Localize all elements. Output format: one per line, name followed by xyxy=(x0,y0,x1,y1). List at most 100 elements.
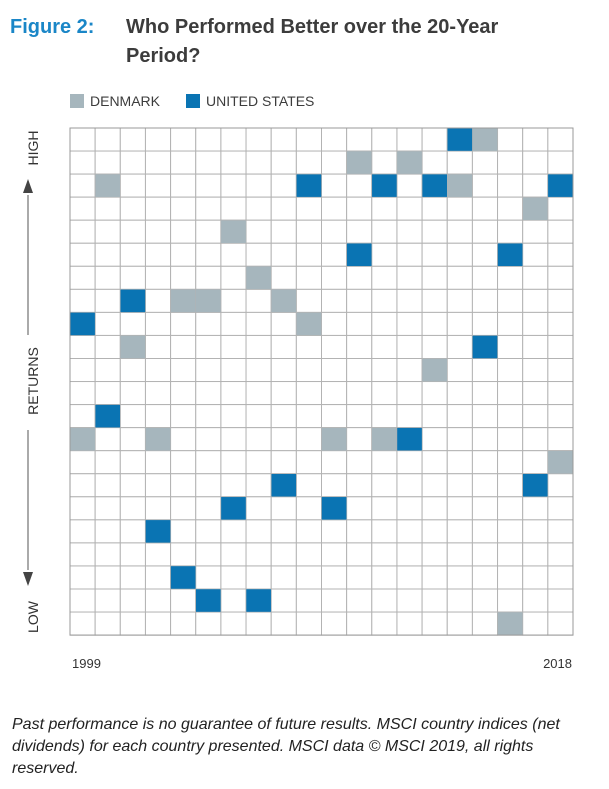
grid-cell xyxy=(144,196,172,221)
grid-cell xyxy=(245,542,272,567)
grid-cell xyxy=(396,496,423,521)
y-low-label: LOW xyxy=(25,600,41,633)
grid-cell xyxy=(270,265,297,290)
grid-cell xyxy=(295,404,323,429)
grid-cell xyxy=(220,358,247,383)
grid-cell xyxy=(270,173,297,198)
grid-cell xyxy=(195,265,222,290)
grid-cell xyxy=(396,519,423,544)
rank-mark-united-states-2015 xyxy=(472,335,498,359)
grid-cell xyxy=(170,473,197,498)
grid-cell xyxy=(195,496,222,521)
grid-cell xyxy=(270,611,297,636)
grid-cell xyxy=(497,358,524,383)
grid-cell xyxy=(522,565,549,590)
grid-cell xyxy=(170,496,197,521)
grid-cell xyxy=(245,150,272,175)
grid-cell xyxy=(346,404,373,429)
grid-cell xyxy=(446,265,473,290)
grid-cell xyxy=(220,542,247,567)
grid-cell xyxy=(195,173,222,198)
grid-cell xyxy=(497,381,524,406)
grid-cell xyxy=(170,542,197,567)
grid-cell xyxy=(497,519,524,544)
grid-cell xyxy=(547,588,574,613)
grid-cell xyxy=(396,588,423,613)
grid-cell xyxy=(170,334,197,360)
grid-cell xyxy=(270,196,297,221)
grid-cell xyxy=(220,196,247,221)
grid-cell xyxy=(471,219,499,244)
grid-cell xyxy=(471,542,499,567)
grid-cell xyxy=(295,265,323,290)
grid-cell xyxy=(522,450,549,475)
y-axis: HIGH RETURNS LOW xyxy=(23,131,41,633)
grid-cell xyxy=(69,219,96,244)
grid-cell xyxy=(170,611,197,636)
rank-mark-denmark-2013 xyxy=(421,358,448,382)
grid-cell xyxy=(547,381,574,406)
grid-cell xyxy=(144,473,172,498)
grid-cell xyxy=(69,588,96,613)
grid-cell xyxy=(547,519,574,544)
rank-mark-denmark-2015 xyxy=(472,127,498,152)
grid-cell xyxy=(119,265,146,290)
grid-cell xyxy=(421,150,448,175)
grid-cell xyxy=(471,611,499,636)
grid-cell xyxy=(94,265,121,290)
grid-cell xyxy=(69,265,96,290)
grid-cell xyxy=(346,450,373,475)
grid-cell xyxy=(446,404,473,429)
grid-cell xyxy=(446,311,473,336)
grid-cell xyxy=(497,450,524,475)
grid-cell xyxy=(195,381,222,406)
rank-mark-united-states-2002 xyxy=(145,519,171,544)
grid-cell xyxy=(346,358,373,383)
grid-cell xyxy=(421,427,448,452)
grid-cell xyxy=(346,127,373,152)
rank-mark-united-states-2012 xyxy=(396,427,423,451)
grid-cell xyxy=(270,542,297,567)
rank-mark-denmark-2002 xyxy=(145,427,171,451)
grid-cell xyxy=(69,496,96,521)
grid-cell xyxy=(245,127,272,152)
grid-cell xyxy=(295,611,323,636)
grid-cell xyxy=(144,150,172,175)
grid-cell xyxy=(119,542,146,567)
grid-cell xyxy=(295,242,323,267)
grid-cell xyxy=(471,450,499,475)
grid-cell xyxy=(497,288,524,313)
grid-cell xyxy=(421,265,448,290)
grid-cell xyxy=(69,542,96,567)
grid-cell xyxy=(220,334,247,360)
figure-title: Who Performed Better over the 20-Year Pe… xyxy=(126,16,499,67)
rank-mark-denmark-2014 xyxy=(447,173,473,198)
grid-cell xyxy=(321,611,348,636)
grid-cell xyxy=(295,588,323,613)
grid-cell xyxy=(144,242,172,267)
rank-mark-denmark-2018 xyxy=(547,450,574,475)
grid-cell xyxy=(346,611,373,636)
grid-cell xyxy=(119,473,146,498)
grid-cell xyxy=(497,565,524,590)
grid-cell xyxy=(94,288,121,313)
grid-cell xyxy=(421,334,448,360)
grid-cell xyxy=(396,450,423,475)
grid-cell xyxy=(346,311,373,336)
grid-cell xyxy=(220,404,247,429)
grid-cell xyxy=(69,150,96,175)
grid-cell xyxy=(170,519,197,544)
grid-cell xyxy=(295,565,323,590)
grid-cell xyxy=(195,127,222,152)
grid-cell xyxy=(471,381,499,406)
grid-cell xyxy=(497,473,524,498)
grid-cell xyxy=(144,496,172,521)
grid-cell xyxy=(522,519,549,544)
grid-cell xyxy=(396,127,423,152)
grid-cell xyxy=(371,219,398,244)
grid-cell xyxy=(471,496,499,521)
grid-cell xyxy=(371,311,398,336)
grid-cell xyxy=(245,196,272,221)
grid-cell xyxy=(396,265,423,290)
grid-cell xyxy=(69,127,96,152)
